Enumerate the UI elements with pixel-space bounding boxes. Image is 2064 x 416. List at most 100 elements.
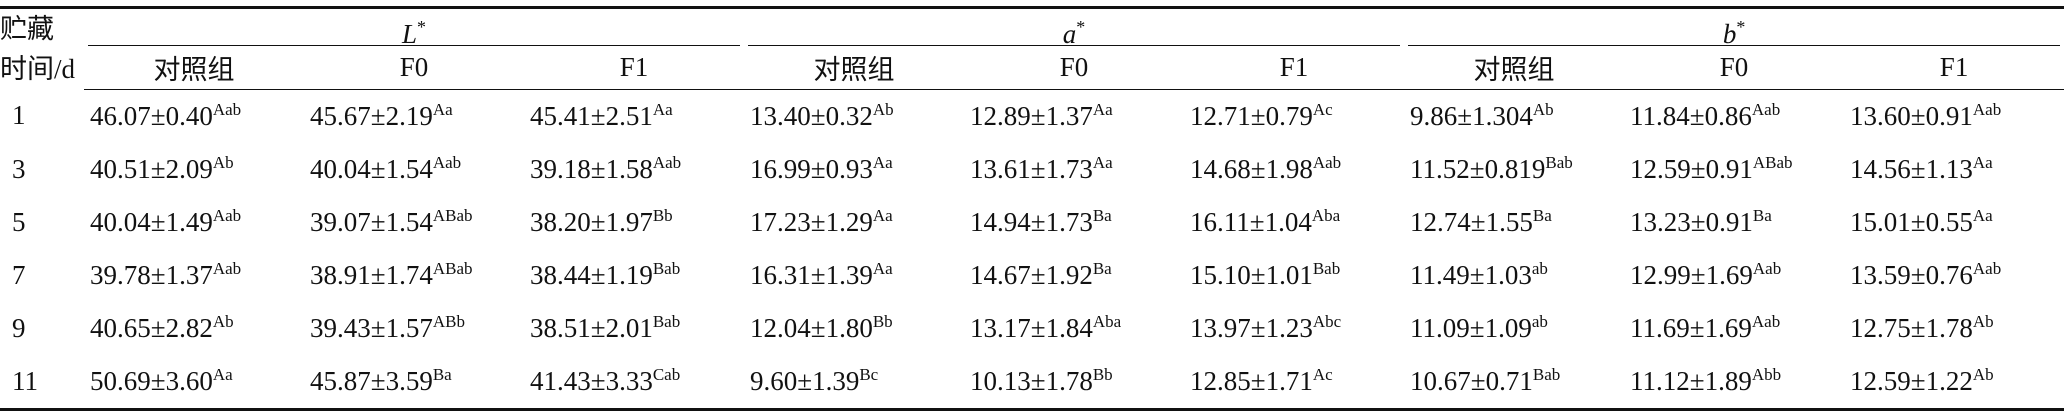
value-text: 45.87±3.59 — [310, 365, 433, 396]
value-cell: 15.01±0.55Aa — [1844, 196, 2064, 249]
value-cell: 13.97±1.23Abc — [1184, 302, 1404, 355]
group-symbol: L — [401, 19, 418, 50]
significance-letters: ABab — [432, 258, 473, 278]
value-cell: 16.31±1.39Aa — [744, 249, 964, 302]
significance-letters: Aab — [652, 152, 682, 172]
significance-letters: Aa — [1972, 152, 1993, 172]
significance-letters: Aa — [872, 205, 893, 225]
table-body: 1 46.07±0.40Aab 45.67±2.19Aa 45.41±2.51Aa 13… — [0, 89, 2064, 411]
value-cell: 10.13±1.78Bb — [964, 354, 1185, 411]
value-cell: 13.17±1.84Aba — [964, 302, 1184, 355]
value-cell: 14.56±1.13Aa — [1844, 143, 2064, 196]
value-text: 12.74±1.55 — [1410, 206, 1533, 237]
subheader: F1 — [1844, 46, 2064, 90]
value-text: 38.91±1.74 — [310, 259, 433, 290]
significance-letters: Aab — [212, 205, 242, 225]
data-table: 贮藏 时间/d L* a* b* 对照组 F0 F1 对照组 F0 F1 对照组 F0 F1 1 46.… — [0, 6, 2064, 411]
value-cell: 12.71±0.79Ac — [1184, 89, 1404, 143]
significance-letters: Aba — [1092, 311, 1122, 331]
subheader: F1 — [1184, 46, 1405, 90]
value-text: 39.78±1.37 — [90, 259, 213, 290]
value-text: 14.94±1.73 — [970, 206, 1093, 237]
group-symbol: b — [1722, 19, 1737, 50]
value-text: 46.07±0.40 — [90, 100, 213, 131]
significance-letters: Aab — [1972, 258, 2002, 278]
significance-letters: Aa — [212, 364, 233, 384]
value-cell: 41.43±3.33Cab — [524, 354, 745, 411]
group-underline: a* — [748, 9, 1401, 49]
value-text: 45.41±2.51 — [530, 100, 653, 131]
value-cell: 46.07±0.40Aab — [84, 89, 304, 143]
significance-letters: Ab — [1972, 311, 1994, 331]
significance-letters: ABab — [432, 205, 473, 225]
significance-letters: Aab — [212, 258, 242, 278]
value-cell: 45.87±3.59Ba — [304, 354, 524, 411]
table-wrap: 贮藏 时间/d L* a* b* 对照组 F0 F1 对照组 F0 F1 对照组 F0 F1 1 46.… — [0, 6, 2064, 411]
value-cell: 9.60±1.39Bc — [744, 354, 965, 411]
value-cell: 38.44±1.19Bab — [524, 249, 744, 302]
significance-letters: Ab — [212, 152, 234, 172]
value-text: 17.23±1.29 — [750, 206, 873, 237]
day-cell: 7 — [12, 259, 26, 290]
value-cell: 38.91±1.74ABab — [304, 249, 524, 302]
value-text: 11.12±1.89 — [1630, 365, 1752, 396]
value-text: 38.51±2.01 — [530, 312, 653, 343]
significance-letters: Bab — [1312, 258, 1341, 278]
significance-letters: Abb — [1751, 364, 1782, 384]
value-cell: 14.68±1.98Aab — [1184, 143, 1404, 196]
value-cell: 12.85±1.71Ac — [1184, 354, 1405, 411]
significance-letters: Aab — [1751, 311, 1781, 331]
value-cell: 10.67±0.71Bab — [1404, 354, 1625, 411]
significance-letters: ABab — [1752, 152, 1793, 172]
value-cell: 12.59±0.91ABab — [1624, 143, 1844, 196]
header-row: 贮藏 时间/d L* a* b* — [0, 6, 2064, 89]
day-cell: 3 — [12, 153, 26, 184]
significance-letters: Ba — [1532, 205, 1552, 225]
subheader: F0 — [964, 46, 1185, 90]
value-text: 11.49±1.03 — [1410, 259, 1532, 290]
value-cell: 40.51±2.09Ab — [84, 143, 304, 196]
significance-letters: Aba — [1311, 205, 1341, 225]
value-text: 39.43±1.57 — [310, 312, 433, 343]
significance-letters: Aa — [1092, 99, 1113, 119]
significance-letters: Ba — [432, 364, 452, 384]
value-cell: 40.65±2.82Ab — [84, 302, 304, 355]
value-text: 39.18±1.58 — [530, 153, 653, 184]
value-text: 40.65±2.82 — [90, 312, 213, 343]
value-text: 12.59±0.91 — [1630, 153, 1753, 184]
significance-letters: Bab — [652, 258, 681, 278]
group-symbol-sup: * — [417, 17, 427, 38]
value-text: 12.59±1.22 — [1850, 365, 1973, 396]
significance-letters: Aab — [432, 152, 462, 172]
value-cell: 11.09±1.09ab — [1404, 302, 1624, 355]
value-text: 10.13±1.78 — [970, 365, 1093, 396]
data-row: 11 50.69±3.60Aa 45.87±3.59Ba 41.43±3.33Cab 9… — [0, 354, 2064, 411]
value-text: 39.07±1.54 — [310, 206, 433, 237]
value-text: 16.99±0.93 — [750, 153, 873, 184]
value-cell: 12.89±1.37Aa — [964, 89, 1184, 143]
value-text: 13.97±1.23 — [1190, 312, 1313, 343]
significance-letters: Bab — [652, 311, 681, 331]
significance-letters: Aab — [212, 99, 242, 119]
value-cell: 13.59±0.76Aab — [1844, 249, 2064, 302]
group-underline: L* — [88, 9, 741, 50]
stub-line: 时间/d — [0, 54, 76, 84]
value-text: 38.44±1.19 — [530, 259, 653, 290]
day-cell: 5 — [12, 206, 26, 237]
value-cell: 11.49±1.03ab — [1404, 249, 1624, 302]
significance-letters: ab — [1531, 311, 1548, 331]
data-row: 5 40.04±1.49Aab 39.07±1.54ABab 38.20±1.97Bb… — [0, 196, 2064, 249]
significance-letters: Ba — [1092, 205, 1112, 225]
value-cell: 15.10±1.01Bab — [1184, 249, 1404, 302]
value-cell: 17.23±1.29Aa — [744, 196, 964, 249]
value-text: 38.20±1.97 — [530, 206, 653, 237]
value-text: 11.09±1.09 — [1410, 312, 1532, 343]
data-row: 1 46.07±0.40Aab 45.67±2.19Aa 45.41±2.51Aa 13… — [0, 89, 2064, 143]
day-cell: 11 — [0, 354, 84, 411]
value-text: 45.67±2.19 — [310, 100, 433, 131]
value-cell: 14.67±1.92Ba — [964, 249, 1184, 302]
significance-letters: Aa — [872, 152, 893, 172]
value-text: 41.43±3.33 — [530, 365, 653, 396]
significance-letters: ab — [1531, 258, 1548, 278]
value-text: 12.99±1.69 — [1630, 259, 1753, 290]
